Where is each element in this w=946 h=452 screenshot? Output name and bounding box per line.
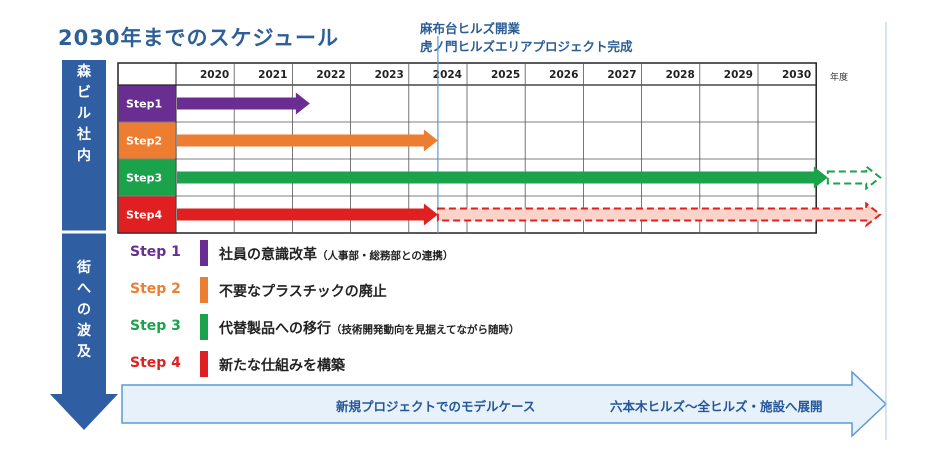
bottom-banner-right-text: 六本木ヒルズ〜全ヒルズ・施設へ展開	[610, 399, 823, 414]
legend-description: 不要なプラスチックの廃止	[219, 281, 387, 301]
bottom-banner-arrow	[121, 370, 888, 438]
legend-description-main: 不要なプラスチックの廃止	[219, 284, 387, 300]
legend-color-bar	[200, 277, 208, 303]
legend-step-label: Step 2	[130, 281, 181, 297]
left-axis-top-char: ル	[77, 106, 91, 122]
step-label-cell	[118, 196, 176, 233]
left-axis-arrow	[50, 60, 118, 430]
legend-description-main: 代替製品への移行	[219, 321, 331, 337]
legend-description: 代替製品への移行（技術開発動向を見据えてながら随時）	[219, 318, 519, 338]
left-axis-bottom-char: 波	[77, 323, 91, 339]
year-tick-label: 2027	[607, 69, 636, 81]
step-label-cell	[118, 122, 176, 159]
left-axis-top-char: 社	[77, 127, 91, 143]
year-tick-label: 2028	[666, 69, 695, 81]
step-label: Step1	[126, 98, 162, 111]
legend-description: 新たな仕組みを構築	[219, 355, 345, 375]
year-tick-label: 2023	[375, 69, 404, 81]
step-label-cell	[118, 159, 176, 196]
left-axis-bottom-char: 街	[77, 260, 91, 276]
year-tick-label: 2030	[782, 69, 811, 81]
year-tick-label: 2024	[433, 69, 462, 81]
left-axis-bottom-char: の	[77, 302, 91, 318]
year-tick-label: 2020	[200, 69, 229, 81]
bottom-banner-left-text: 新規プロジェクトでのモデルケース	[336, 399, 536, 414]
left-axis-bottom-char: 及	[77, 344, 91, 360]
left-axis-top-char: 森	[77, 64, 91, 80]
legend-description-main: 新たな仕組みを構築	[219, 358, 345, 374]
legend-step-label: Step 1	[130, 244, 181, 260]
step-solid-arrow	[177, 203, 438, 226]
legend-color-bar	[200, 351, 208, 377]
year-tick-label: 2021	[258, 69, 287, 81]
step-dashed-arrow	[826, 164, 882, 191]
step-label: Step4	[126, 209, 163, 222]
left-axis-top-char: 内	[77, 148, 91, 164]
year-tick-label: 2025	[491, 69, 520, 81]
legend-color-bar	[200, 240, 208, 266]
legend-description: 社員の意識改革（人事部・総務部との連携）	[219, 244, 453, 264]
milestone-label: 麻布台ヒルズ開業 虎ノ門ヒルズエリアプロジェクト完成	[420, 20, 633, 56]
legend-color-bar	[200, 314, 208, 340]
step-solid-arrow	[177, 166, 828, 189]
legend-description-note: （技術開発動向を見据えてながら随時）	[331, 324, 520, 336]
step-dashed-arrow	[436, 201, 882, 228]
step-solid-arrow	[177, 92, 310, 115]
year-unit-label: 年度	[830, 73, 849, 83]
year-tick-label: 2022	[316, 69, 345, 81]
milestone-line-2: 虎ノ門ヒルズエリアプロジェクト完成	[420, 39, 633, 54]
left-axis-top-char: ビ	[77, 85, 91, 101]
left-axis-bottom-char: へ	[77, 281, 91, 297]
milestone-line-1: 麻布台ヒルズ開業	[420, 21, 521, 36]
legend-description-note: （人事部・総務部との連携）	[317, 250, 454, 262]
step-label: Step2	[126, 135, 162, 148]
step-label-cell	[118, 85, 176, 122]
legend-step-label: Step 4	[130, 355, 181, 371]
step-label: Step3	[126, 172, 162, 185]
legend-description-main: 社員の意識改革	[219, 247, 317, 263]
year-tick-label: 2029	[724, 69, 753, 81]
year-tick-label: 2026	[549, 69, 578, 81]
page-title: 2030年までのスケジュール	[58, 26, 339, 50]
legend-step-label: Step 3	[130, 318, 181, 334]
step-solid-arrow	[177, 129, 438, 152]
